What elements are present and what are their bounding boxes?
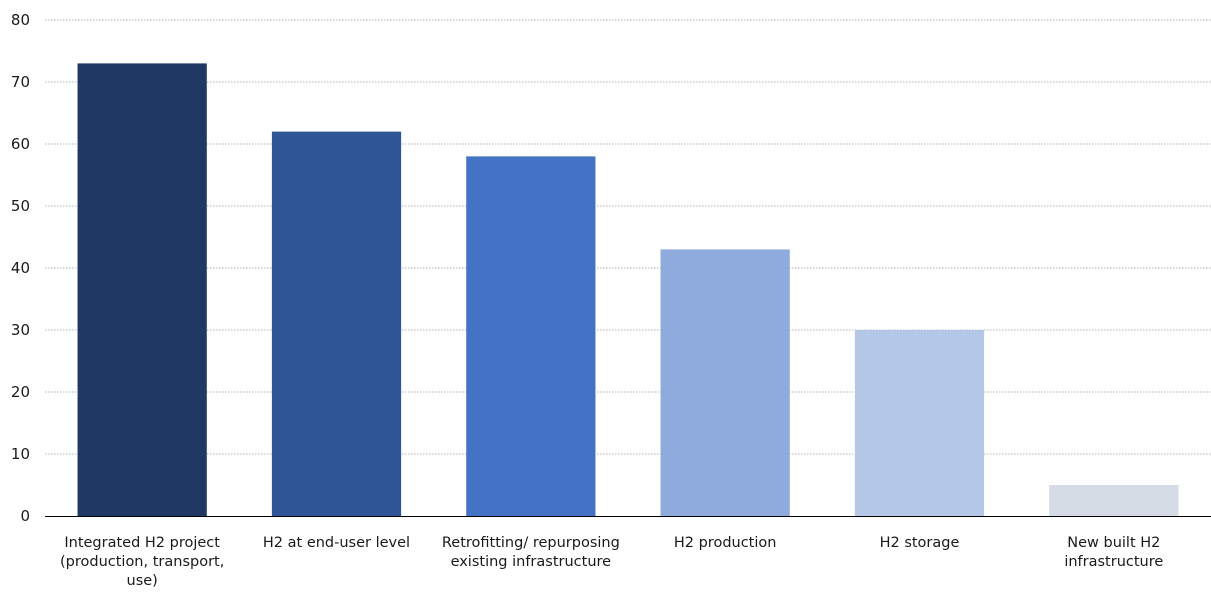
x-category-label: H2 production xyxy=(674,535,777,551)
y-tick-label: 60 xyxy=(11,135,30,153)
y-tick-label: 20 xyxy=(11,383,30,401)
x-category-label-line: use) xyxy=(127,573,158,589)
y-tick-label: 40 xyxy=(11,259,30,277)
x-category-label: New built H2 infrastructure xyxy=(1064,535,1163,570)
y-tick-label: 0 xyxy=(20,507,30,525)
x-category-label: Retrofitting/ repurposing existing infras… xyxy=(442,535,620,570)
y-tick-label: 50 xyxy=(11,197,30,215)
x-category-label-line: New built H2 xyxy=(1067,535,1160,551)
gridlines xyxy=(45,19,1211,455)
x-category-label-line: (production, transport, xyxy=(60,554,224,570)
x-axis-categories: Integrated H2 project (production, transp… xyxy=(60,535,1163,589)
bar xyxy=(660,249,790,516)
x-category-label-line: H2 production xyxy=(674,535,777,551)
y-tick-label: 10 xyxy=(11,445,30,463)
bars xyxy=(77,63,1179,517)
x-category-label: H2 at end-user level xyxy=(263,535,410,551)
y-tick-label: 30 xyxy=(11,321,30,339)
x-category-label: H2 storage xyxy=(880,535,960,551)
x-category-label-line: H2 storage xyxy=(880,535,960,551)
y-axis-ticks: 0 10 20 30 40 50 60 70 80 xyxy=(11,11,30,525)
bar xyxy=(1049,485,1179,516)
x-category-label-line: Retrofitting/ repurposing xyxy=(442,535,620,551)
bar xyxy=(77,63,207,517)
bar xyxy=(854,330,985,516)
bar xyxy=(466,156,596,516)
x-category-label-line: infrastructure xyxy=(1064,554,1163,570)
x-category-label-line: Integrated H2 project xyxy=(64,535,220,551)
x-category-label-line: H2 at end-user level xyxy=(263,535,410,551)
x-category-label: Integrated H2 project (production, transp… xyxy=(60,535,224,589)
y-tick-label: 70 xyxy=(11,73,30,91)
y-tick-label: 80 xyxy=(11,11,30,29)
bar xyxy=(271,131,402,516)
x-category-label-line: existing infrastructure xyxy=(451,554,612,570)
